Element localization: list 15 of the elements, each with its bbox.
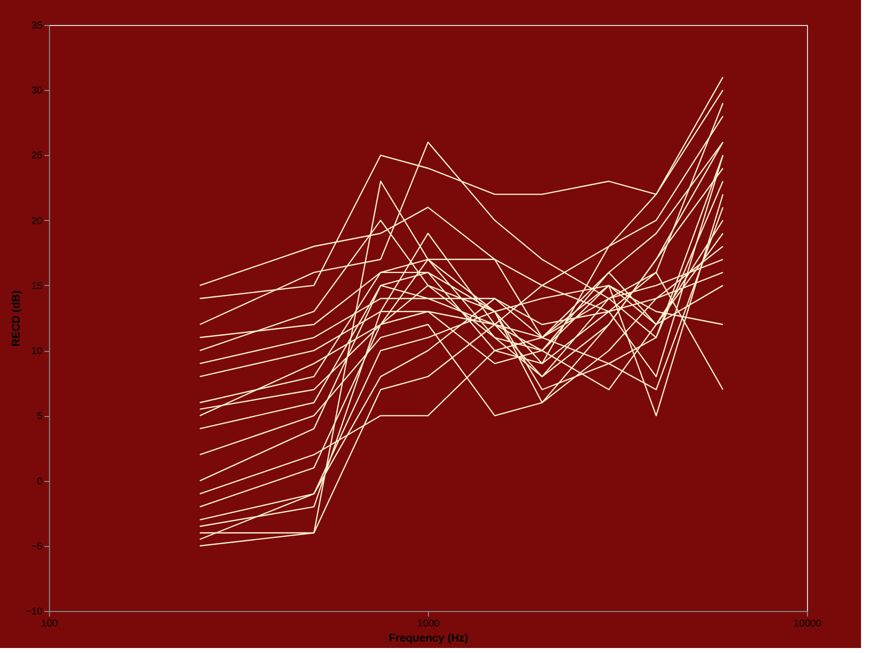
y-tick-label: 0 — [36, 476, 43, 488]
x-tick-label: 1000 — [417, 618, 440, 630]
y-tick-label: 15 — [31, 280, 43, 292]
y-tick-label: −5 — [31, 541, 43, 552]
y-tick-label: 35 — [31, 20, 43, 32]
y-tick-label: 30 — [31, 86, 43, 97]
y-axis-title: RECD (dB) — [10, 290, 23, 347]
y-tick-label: −10 — [26, 606, 43, 618]
y-tick-label: 25 — [31, 150, 43, 162]
x-tick-label: 10000 — [794, 618, 822, 630]
x-tick-label: 100 — [41, 618, 58, 630]
x-axis-title: Frequency (Hz) — [388, 632, 469, 644]
y-tick-label: 10 — [31, 346, 43, 358]
y-tick-label: 20 — [31, 216, 43, 227]
y-tick-label: 5 — [36, 411, 43, 422]
